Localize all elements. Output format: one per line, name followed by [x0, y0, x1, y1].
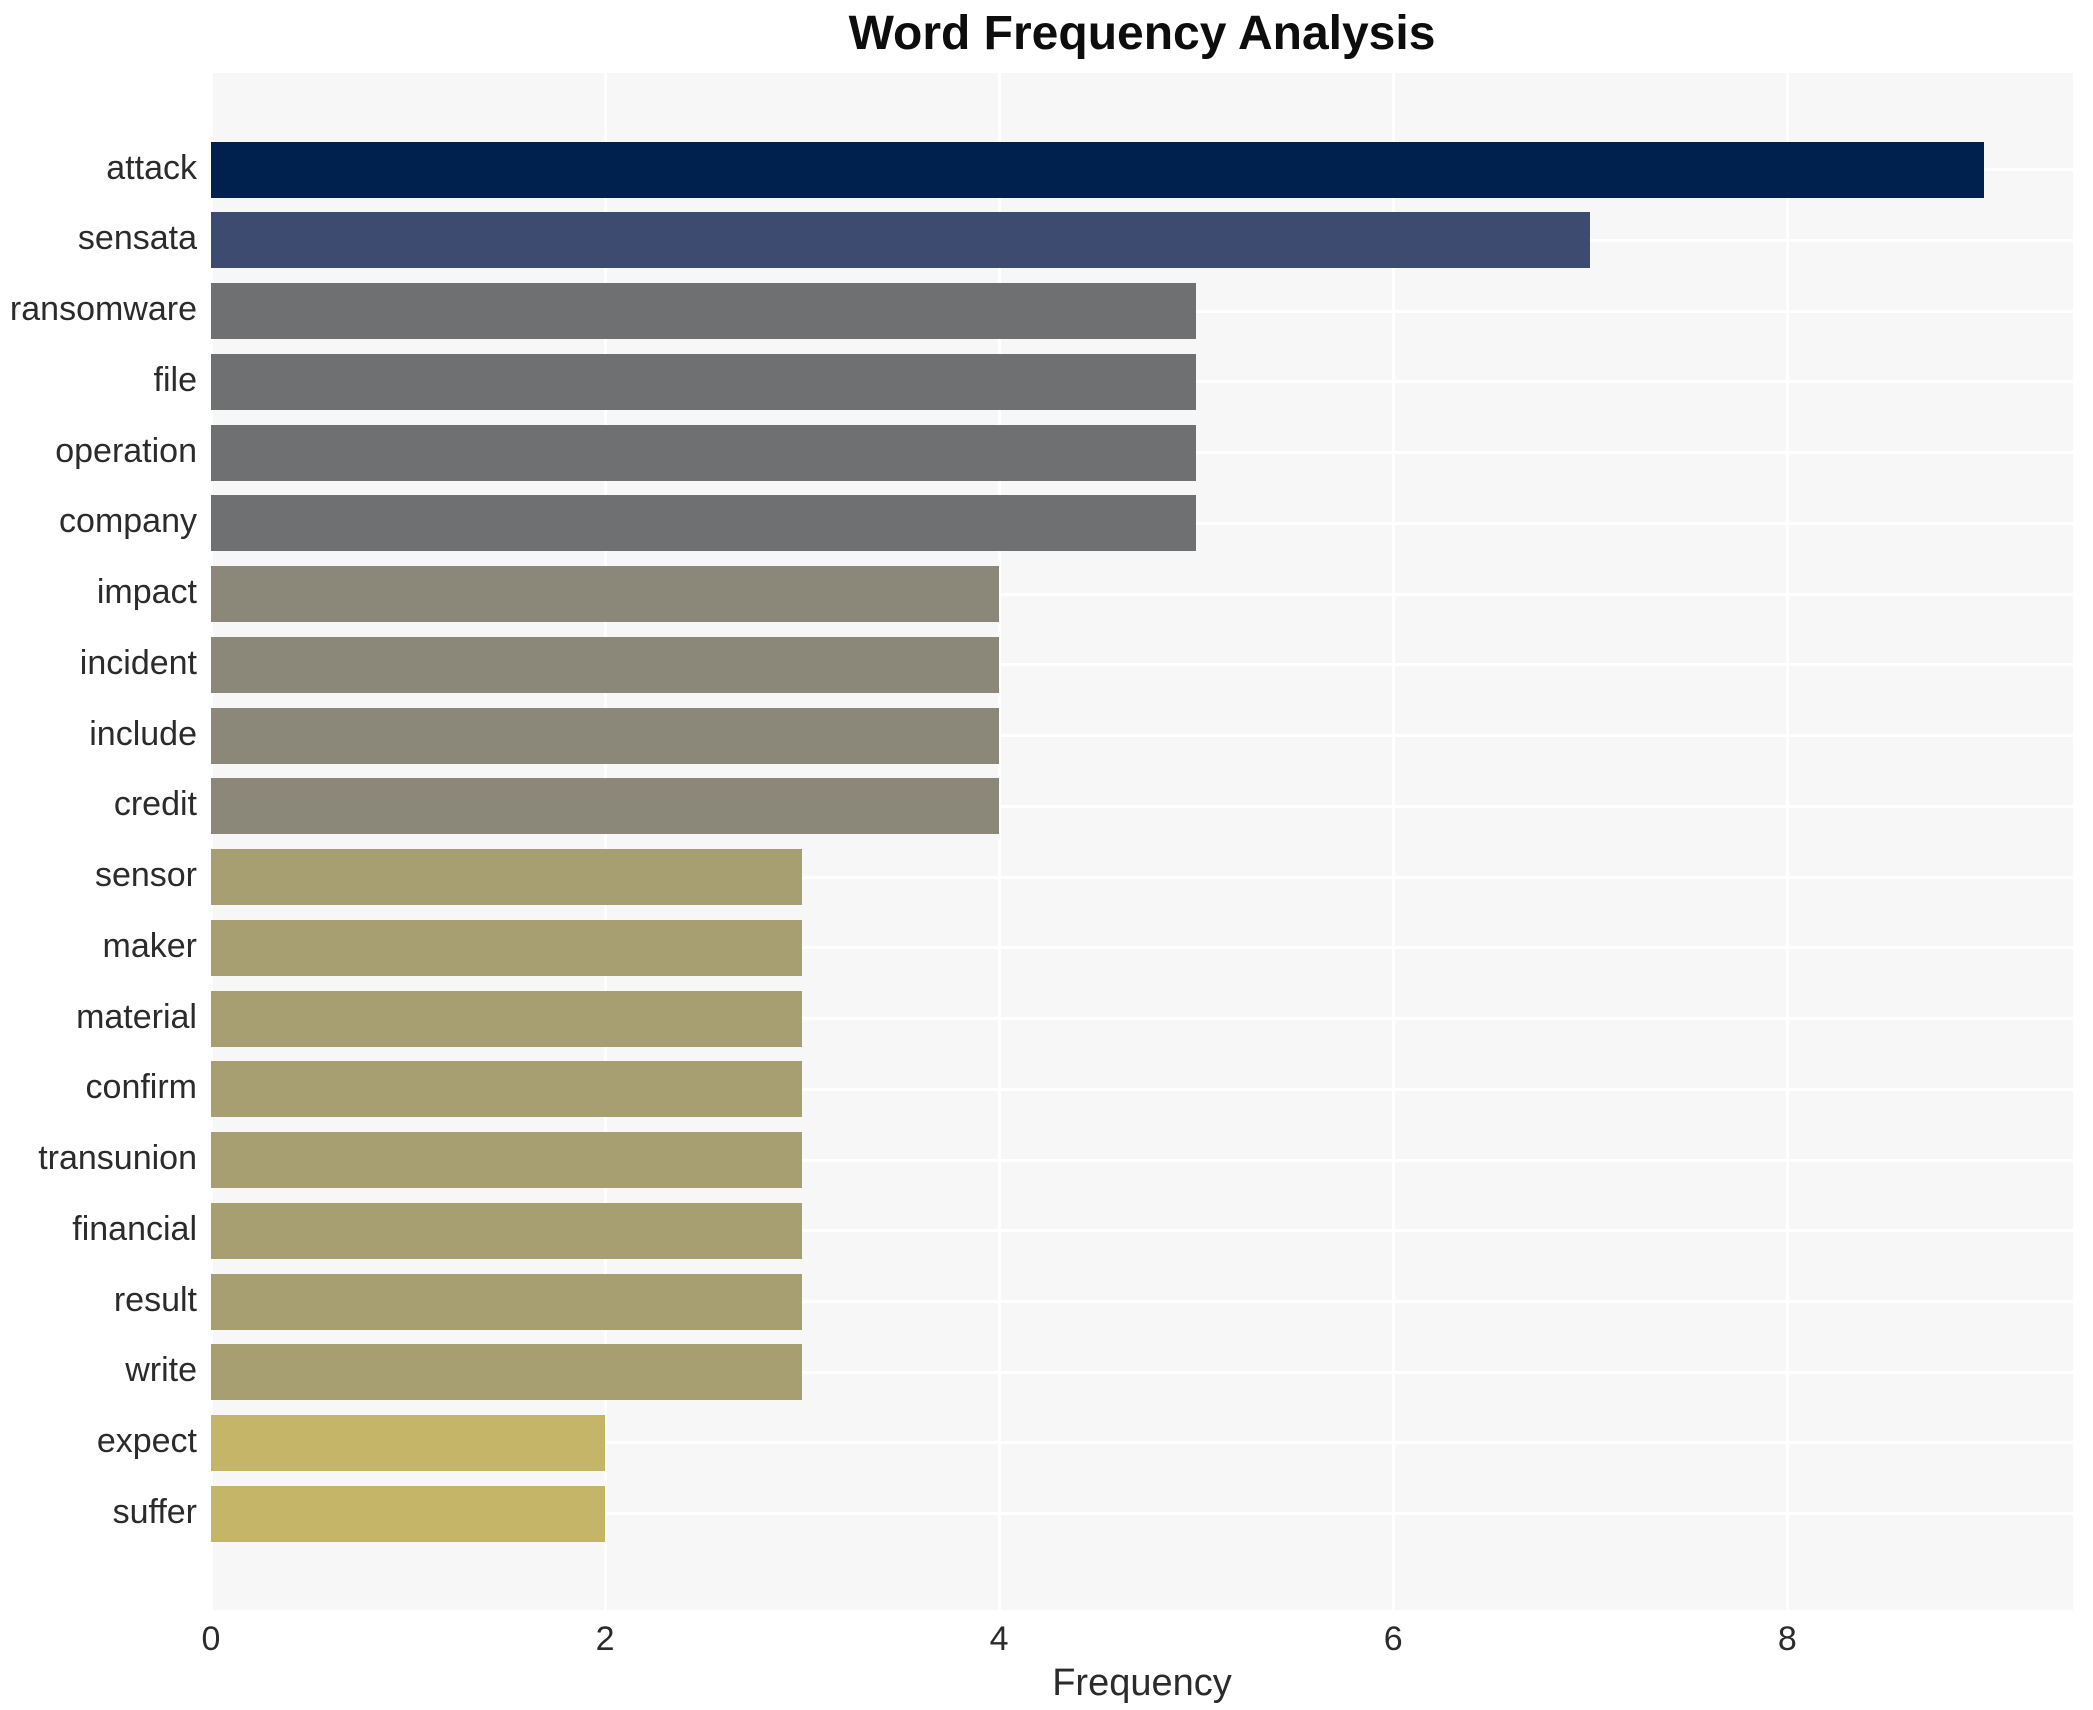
- x-tick-2: 2: [595, 1620, 615, 1658]
- category-label-maker: maker: [102, 926, 197, 965]
- category-label-confirm: confirm: [85, 1068, 197, 1107]
- bar-ransomware: [211, 283, 1197, 340]
- horizontal-gridline: [211, 1370, 2073, 1374]
- horizontal-gridline: [211, 1229, 2073, 1233]
- vertical-gridline: [997, 73, 1001, 1610]
- bar-maker: [211, 919, 803, 976]
- vertical-gridline: [209, 73, 213, 1610]
- category-label-company: company: [59, 502, 197, 541]
- category-label-material: material: [76, 997, 197, 1036]
- category-label-suffer: suffer: [112, 1492, 197, 1531]
- bar-include: [211, 707, 1000, 764]
- bar-result: [211, 1273, 803, 1330]
- plot-area: [209, 73, 2073, 1610]
- bar-impact: [211, 566, 1000, 623]
- horizontal-gridline: [211, 1512, 2073, 1516]
- chart-title: Word Frequency Analysis: [848, 7, 1436, 60]
- category-label-include: include: [89, 714, 197, 753]
- horizontal-gridline: [211, 734, 2073, 738]
- bar-financial: [211, 1202, 803, 1259]
- bar-credit: [211, 778, 1000, 835]
- category-label-financial: financial: [72, 1209, 197, 1248]
- horizontal-gridline: [211, 1441, 2073, 1445]
- category-label-credit: credit: [113, 785, 197, 824]
- x-tick-6: 6: [1383, 1620, 1403, 1658]
- vertical-gridline: [1391, 73, 1395, 1610]
- bar-transunion: [211, 1132, 803, 1189]
- x-tick-8: 8: [1777, 1620, 1797, 1658]
- category-label-attack: attack: [106, 148, 197, 187]
- vertical-gridline: [603, 73, 607, 1610]
- category-label-write: write: [125, 1351, 197, 1390]
- horizontal-gridline: [211, 592, 2073, 596]
- bar-sensor: [211, 849, 803, 906]
- x-tick-4: 4: [989, 1620, 1009, 1658]
- bar-write: [211, 1344, 803, 1401]
- category-label-sensor: sensor: [94, 856, 197, 895]
- category-label-expect: expect: [96, 1421, 197, 1460]
- bar-incident: [211, 636, 1000, 693]
- bar-attack: [211, 141, 1985, 198]
- bar-material: [211, 990, 803, 1047]
- horizontal-gridline: [211, 663, 2073, 667]
- x-tick-0: 0: [201, 1620, 221, 1658]
- horizontal-gridline: [211, 1087, 2073, 1091]
- category-label-result: result: [113, 1280, 197, 1319]
- bar-suffer: [211, 1485, 606, 1542]
- bar-company: [211, 495, 1197, 552]
- bar-confirm: [211, 1061, 803, 1118]
- horizontal-gridline: [211, 1158, 2073, 1162]
- vertical-gridline: [1785, 73, 1789, 1610]
- horizontal-gridline: [211, 1300, 2073, 1303]
- bar-expect: [211, 1414, 606, 1471]
- bar-sensata: [211, 212, 1591, 269]
- bar-file: [211, 353, 1197, 410]
- category-label-sensata: sensata: [77, 219, 197, 258]
- horizontal-gridline: [211, 875, 2073, 879]
- category-label-operation: operation: [55, 431, 197, 470]
- category-label-incident: incident: [79, 643, 197, 682]
- horizontal-gridline: [211, 946, 2073, 950]
- bar-operation: [211, 424, 1197, 481]
- horizontal-gridline: [211, 1017, 2073, 1021]
- x-axis-label: Frequency: [1052, 1662, 1232, 1704]
- category-label-transunion: transunion: [38, 1139, 197, 1178]
- category-label-file: file: [153, 360, 197, 399]
- horizontal-gridline: [211, 804, 2073, 808]
- category-label-impact: impact: [96, 573, 197, 612]
- category-label-ransomware: ransomware: [9, 290, 197, 329]
